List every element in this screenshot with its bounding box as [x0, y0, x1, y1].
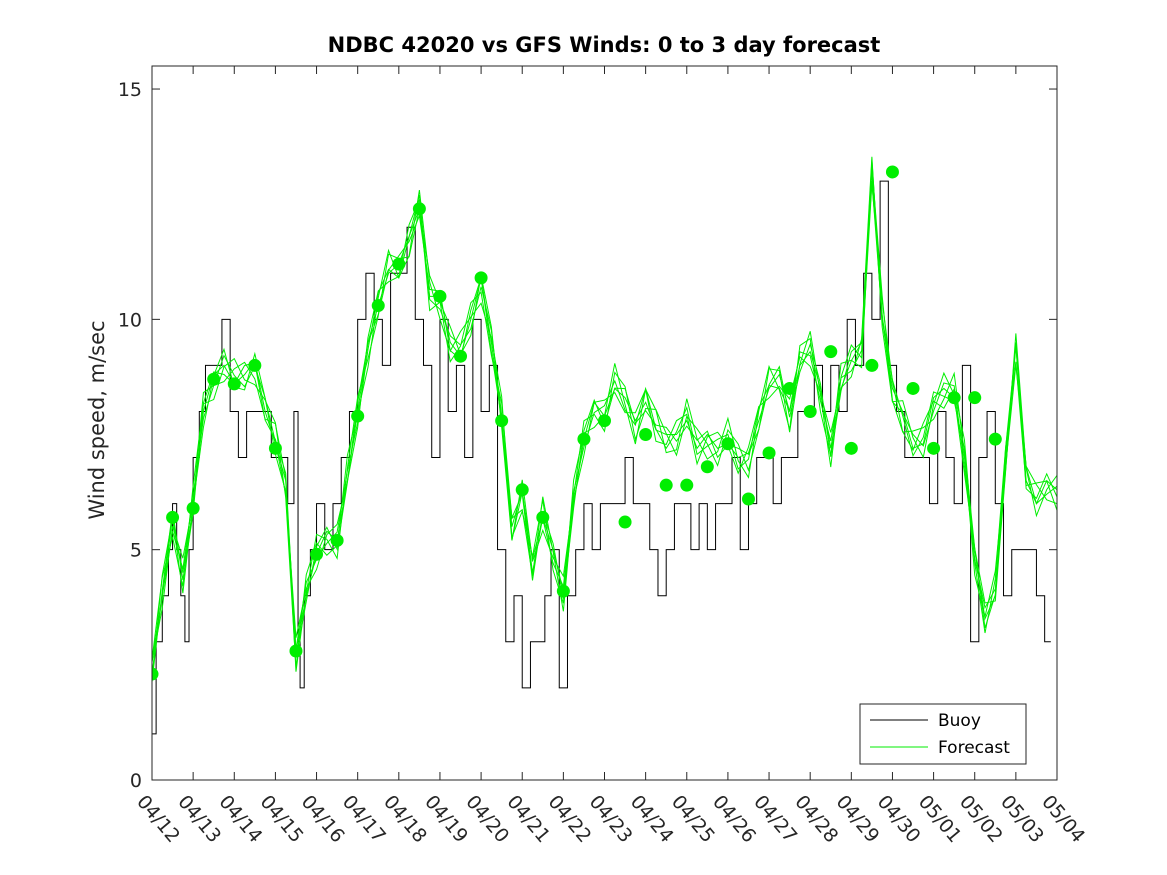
- forecast-marker: [495, 414, 509, 428]
- forecast-marker: [618, 515, 632, 529]
- forecast-marker: [412, 202, 426, 216]
- forecast-marker: [824, 345, 838, 359]
- forecast-marker: [152, 667, 159, 681]
- forecast-marker: [351, 409, 365, 423]
- forecast-marker: [556, 584, 570, 598]
- forecast-marker: [783, 381, 797, 395]
- forecast-marker: [803, 404, 817, 418]
- forecast-marker: [700, 460, 714, 474]
- forecast-marker: [268, 441, 282, 455]
- forecast-marker: [598, 414, 611, 428]
- forecast-marker: [207, 372, 221, 386]
- legend-box: [859, 703, 1027, 765]
- chart-title: NDBC 42020 vs GFS Winds: 0 to 3 day fore…: [328, 33, 881, 57]
- forecast-marker: [741, 492, 755, 506]
- plot-area: [152, 156, 1057, 735]
- y-tick-label: 10: [118, 309, 142, 331]
- forecast-marker: [166, 510, 180, 524]
- forecast-marker: [371, 299, 385, 313]
- forecast-marker: [454, 349, 468, 363]
- forecast-marker: [659, 478, 673, 492]
- legend-label-buoy: Buoy: [938, 711, 981, 731]
- forecast-marker: [680, 478, 694, 492]
- y-tick-label: 15: [118, 79, 142, 101]
- legend-label-forecast: Forecast: [938, 738, 1010, 758]
- forecast-marker: [433, 289, 447, 303]
- y-tick-label: 0: [130, 770, 142, 792]
- forecast-marker: [330, 533, 344, 547]
- y-axis-label: Wind speed, m/sec: [85, 320, 109, 519]
- forecast-marker: [865, 358, 879, 372]
- forecast-marker: [762, 446, 776, 460]
- forecast-marker: [227, 377, 241, 391]
- forecast-marker: [968, 391, 982, 405]
- forecast-marker: [639, 428, 653, 442]
- forecast-marker: [289, 644, 303, 658]
- forecast-marker: [577, 432, 591, 446]
- forecast-marker: [474, 271, 488, 285]
- forecast-marker: [186, 501, 200, 515]
- forecast-marker: [515, 483, 529, 497]
- forecast-marker: [721, 437, 735, 451]
- forecast-marker: [536, 510, 550, 524]
- forecast-marker: [844, 441, 858, 455]
- forecast-marker: [310, 547, 324, 561]
- forecast-marker: [988, 432, 1002, 446]
- forecast-marker: [392, 257, 406, 271]
- forecast-marker: [248, 358, 262, 372]
- forecast-marker: [906, 381, 920, 395]
- forecast-marker: [947, 391, 961, 405]
- legend: Buoy Forecast: [859, 703, 1027, 765]
- y-tick-label: 5: [130, 540, 142, 562]
- forecast-marker: [927, 441, 941, 455]
- forecast-marker: [885, 165, 899, 179]
